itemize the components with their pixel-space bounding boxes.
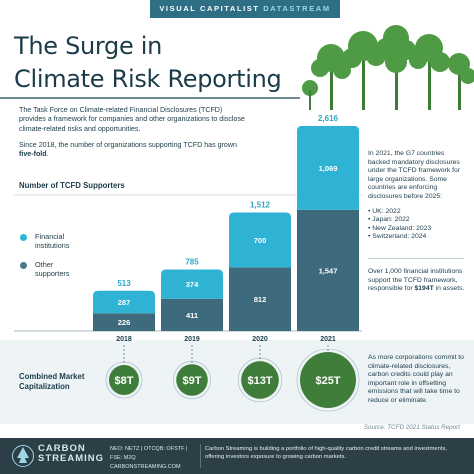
footer-tickers: NEO: NETZ | OTCQB: OFSTF | FSE: M2Q CARB…: [110, 445, 200, 472]
market-cap-ring-2019: [172, 360, 212, 400]
market-cap-circle-2020: [241, 361, 279, 399]
carbon-credit-note: As more corporations commit to climate-r…: [368, 354, 464, 404]
title-underline: [0, 97, 300, 99]
bar-financial-2019: [161, 269, 223, 299]
tick-label-2020: 2020: [252, 336, 268, 343]
note-divider: [368, 258, 464, 259]
publisher-banner: VISUAL CAPITALIST DATASTREAM: [150, 0, 340, 18]
legend-label-other: Other supporters: [35, 260, 70, 278]
carbon-streaming-logo-icon: [12, 445, 34, 467]
footer: CARBON STREAMING NEO: NETZ | OTCQB: OFSTF…: [0, 438, 474, 474]
bar-other-2018: [93, 313, 155, 331]
tick-label-2018: 2018: [116, 336, 132, 343]
financial-note: Over 1,000 financial institutions suppor…: [368, 268, 468, 294]
market-cap-label-2020: $13T: [247, 375, 272, 387]
title-line-2: Climate Risk Reporting: [14, 65, 282, 93]
trees-illustration: [302, 25, 474, 110]
footer-website-link[interactable]: CARBONSTREAMING.COM: [110, 464, 181, 470]
source-citation: Source: TCFD 2021 Status Report: [363, 424, 460, 431]
financial-note-assets: $194T: [414, 285, 434, 293]
market-cap-band: [0, 340, 474, 424]
growth-highlight: five-fold: [19, 150, 47, 159]
legend: Financial institutions Other supporters: [20, 232, 100, 288]
financial-note-text: Over 1,000 financial institutions suppor…: [368, 268, 463, 293]
market-cap-ring-2021: [296, 348, 360, 412]
footer-logo-text: CARBON STREAMING: [38, 443, 104, 464]
label-total-2021: 2,616: [318, 114, 339, 123]
bar-other-2021: [297, 209, 359, 331]
supporters-title: Number of TCFD Supporters: [19, 181, 125, 190]
intro-paragraph: The Task Force on Climate-related Financ…: [19, 106, 245, 133]
tcfd-supporters-chart: 226 287 513 2018 $8T 411 374 785 2019 $9T 812 700 1,…: [14, 114, 362, 412]
title-line-1: The Surge in: [14, 32, 163, 60]
growth-paragraph: Since 2018, the number of organizations …: [19, 141, 244, 160]
country-item: • Japan: 2022: [368, 216, 410, 224]
market-cap-ring-2018: [105, 361, 143, 399]
market-cap-title: Combined Market Capitalization: [19, 372, 85, 391]
label-other-2021: 1,547: [319, 266, 338, 275]
country-list: • UK: 2022 • Japan: 2022 • New Zealand: …: [368, 208, 468, 242]
bar-other-2019: [161, 298, 223, 331]
label-financial-2019: 374: [186, 280, 199, 289]
g7-note: In 2021, the G7 countries backed mandato…: [368, 150, 468, 242]
country-item: • UK: 2022: [368, 207, 401, 215]
country-item: • New Zealand: 2023: [368, 224, 432, 232]
label-financial-2018: 287: [118, 298, 131, 307]
bar-other-2020: [229, 267, 291, 331]
label-other-2020: 812: [254, 295, 267, 304]
bar-financial-2020: [229, 212, 291, 268]
legend-label-financial: Financial institutions: [35, 232, 70, 250]
growth-text: Since 2018, the number of organizations …: [19, 141, 237, 149]
footer-divider: [200, 444, 201, 468]
label-total-2020: 1,512: [250, 201, 271, 210]
label-total-2019: 785: [185, 257, 199, 266]
growth-text-end: .: [46, 150, 49, 159]
banner-product: DATASTREAM: [263, 4, 331, 13]
market-cap-label-2018: $8T: [115, 375, 134, 387]
market-cap-ring-2020: [237, 357, 283, 403]
label-total-2018: 513: [117, 279, 131, 288]
page-title: The Surge in Climate Risk Reporting: [14, 30, 282, 96]
legend-swatch-other: [20, 262, 27, 269]
market-cap-label-2019: $9T: [183, 375, 202, 387]
market-cap-circle-2021: [300, 352, 356, 408]
bar-financial-2018: [93, 290, 155, 314]
tick-label-2019: 2019: [184, 336, 200, 343]
legend-item-other: Other supporters: [20, 260, 100, 288]
tick-label-2021: 2021: [320, 336, 336, 343]
market-cap-circle-2019: [176, 364, 208, 396]
label-financial-2020: 700: [254, 236, 267, 245]
banner-brand: VISUAL CAPITALIST: [159, 4, 260, 13]
market-cap-circle-2018: [109, 365, 139, 395]
g7-note-text: In 2021, the G7 countries backed mandato…: [368, 150, 461, 200]
footer-description: Carbon Streaming is building a portfolio…: [205, 446, 447, 460]
label-other-2018: 226: [118, 318, 131, 327]
country-item: • Switzerland: 2024: [368, 233, 427, 241]
legend-item-financial: Financial institutions: [20, 232, 100, 260]
legend-swatch-financial: [20, 234, 27, 241]
label-financial-2021: 1,069: [319, 164, 338, 173]
ticker-line: NEO: NETZ | OTCQB: OFSTF | FSE: M2Q: [110, 446, 188, 461]
label-other-2019: 411: [186, 311, 198, 320]
bar-financial-2021: [297, 126, 359, 210]
market-cap-label-2021: $25T: [315, 375, 340, 387]
financial-note-end: in assets.: [433, 285, 465, 293]
